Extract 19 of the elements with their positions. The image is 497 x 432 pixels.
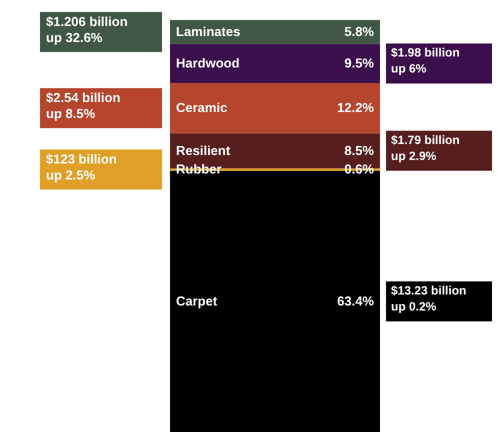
bar bbox=[170, 20, 380, 44]
text: $1.206 billion up 32.6% bbox=[46, 14, 128, 45]
data-label: 12.2% bbox=[337, 100, 374, 116]
text: $13.23 billion up 0.2% bbox=[391, 283, 466, 314]
text: $1.79 billion up 2.9% bbox=[391, 132, 460, 163]
series-label: Resilient bbox=[176, 142, 231, 158]
series-label: Laminates bbox=[176, 24, 240, 39]
bar bbox=[170, 44, 380, 84]
series-label: Ceramic bbox=[176, 100, 228, 116]
data-label: 63.4% bbox=[337, 293, 374, 308]
data-label: 8.5% bbox=[344, 142, 374, 158]
text: $1.98 billion up 6% bbox=[391, 45, 460, 76]
series-label: Carpet bbox=[176, 293, 218, 308]
text: $2.54 billion up 8.5% bbox=[46, 90, 120, 122]
bar bbox=[170, 83, 380, 134]
data-label: 5.8% bbox=[344, 24, 374, 39]
series-label: Hardwood bbox=[176, 55, 240, 70]
data-label: 9.5% bbox=[344, 55, 374, 70]
text: $123 billion up 2.5% bbox=[46, 152, 117, 183]
